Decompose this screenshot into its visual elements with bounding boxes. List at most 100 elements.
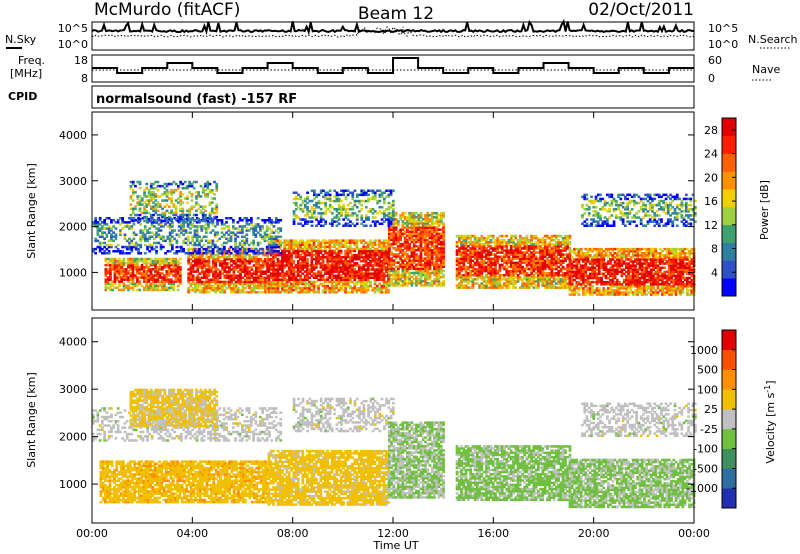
echo-cell: [333, 243, 336, 246]
echo-cell: [319, 251, 323, 255]
echo-cell: [357, 251, 361, 255]
echo-cell: [158, 274, 162, 277]
echo-cell: [478, 241, 481, 244]
echo-cell: [306, 274, 309, 277]
echo-cell: [319, 274, 323, 277]
echo-cell: [267, 282, 271, 286]
echo-cell: [167, 266, 171, 269]
echo-cell: [426, 234, 430, 238]
echo-cell: [412, 218, 416, 221]
echo-cell: [189, 278, 193, 282]
echo-cell: [555, 259, 558, 263]
echo-cell: [348, 247, 352, 251]
echo-cell: [491, 269, 495, 273]
echo-cell: [649, 270, 653, 274]
echo-cell: [115, 272, 119, 275]
echo-cell: [419, 222, 423, 225]
echo-cell: [196, 266, 199, 269]
echo-cell: [658, 276, 662, 280]
echo-cell: [532, 245, 536, 248]
echo-cell: [577, 268, 581, 271]
echo-cell: [109, 282, 112, 285]
echo-cell: [548, 267, 551, 271]
echo-cell: [498, 243, 502, 246]
echo-cell: [174, 280, 178, 283]
echo-cell: [415, 265, 418, 268]
echo-cell: [550, 280, 554, 283]
noise-tick-left-bottom: 10^0: [58, 38, 88, 51]
echo-cell: [525, 261, 529, 265]
echo-cell: [161, 280, 164, 283]
echo-cell: [478, 243, 481, 246]
echo-cell: [174, 266, 178, 269]
echo-cell: [357, 264, 361, 267]
echo-cell: [149, 282, 153, 285]
echo-cell: [460, 282, 463, 285]
echo-cell: [437, 240, 441, 244]
echo-cell: [399, 259, 402, 262]
echo-cell: [158, 259, 162, 263]
echo-cell: [469, 236, 472, 240]
echo-cell: [172, 280, 175, 283]
echo-cell: [241, 288, 245, 292]
echo-cell: [237, 255, 240, 259]
echo-cell: [428, 263, 432, 266]
echo-cell: [388, 265, 391, 268]
echo-cell: [552, 280, 556, 283]
echo-cell: [550, 274, 554, 277]
echo-cell: [216, 260, 220, 263]
echo-cell: [104, 282, 108, 285]
echo-cell: [424, 251, 427, 254]
echo-cell: [259, 272, 263, 275]
echo-cell: [539, 259, 542, 263]
echo-cell: [683, 270, 687, 274]
echo-cell: [458, 253, 461, 256]
echo-cell: [351, 241, 354, 244]
echo-cell: [290, 291, 293, 294]
echo-cell: [127, 288, 130, 292]
echo-cell: [494, 280, 497, 283]
echo-cell: [281, 262, 284, 265]
echo-cell: [417, 244, 420, 248]
echo-cell: [167, 257, 171, 261]
echo-cell: [512, 284, 515, 287]
echo-cell: [561, 243, 565, 246]
echo-cell: [408, 273, 411, 277]
echo-cell: [246, 249, 249, 253]
echo-cell: [471, 255, 475, 258]
cpid-panel-frame: [91, 85, 695, 109]
echo-cell: [385, 284, 388, 288]
echo-cell: [568, 280, 572, 284]
echo-cell: [487, 282, 490, 285]
echo-cell: [156, 276, 160, 279]
echo-cell: [482, 284, 486, 287]
echo-cell: [299, 243, 302, 246]
echo-cell: [339, 268, 343, 271]
echo-cell: [505, 249, 509, 252]
echo-cell: [555, 234, 558, 238]
echo-cell: [561, 278, 565, 281]
echo-cell: [360, 260, 363, 263]
echo-cell: [248, 253, 251, 257]
echo-cell: [196, 280, 199, 284]
echo-cell: [534, 255, 538, 258]
echo-cell: [512, 267, 515, 271]
echo-cell: [129, 268, 133, 271]
echo-cell: [317, 247, 320, 251]
echo-cell: [399, 214, 402, 217]
echo-cell: [342, 288, 345, 292]
echo-cell: [622, 247, 626, 251]
echo-cell: [645, 254, 648, 257]
echo-cell: [541, 249, 545, 252]
echo-cell: [344, 251, 347, 255]
echo-cell: [344, 282, 347, 286]
echo-cell: [487, 234, 490, 238]
echo-cell: [550, 236, 554, 240]
echo-cell: [595, 247, 599, 251]
echo-cell: [575, 247, 579, 251]
echo-cell: [532, 255, 536, 258]
echo-cell: [602, 258, 606, 261]
echo-cell: [212, 280, 215, 284]
echo-cell: [223, 255, 227, 259]
echo-cell: [505, 286, 509, 289]
